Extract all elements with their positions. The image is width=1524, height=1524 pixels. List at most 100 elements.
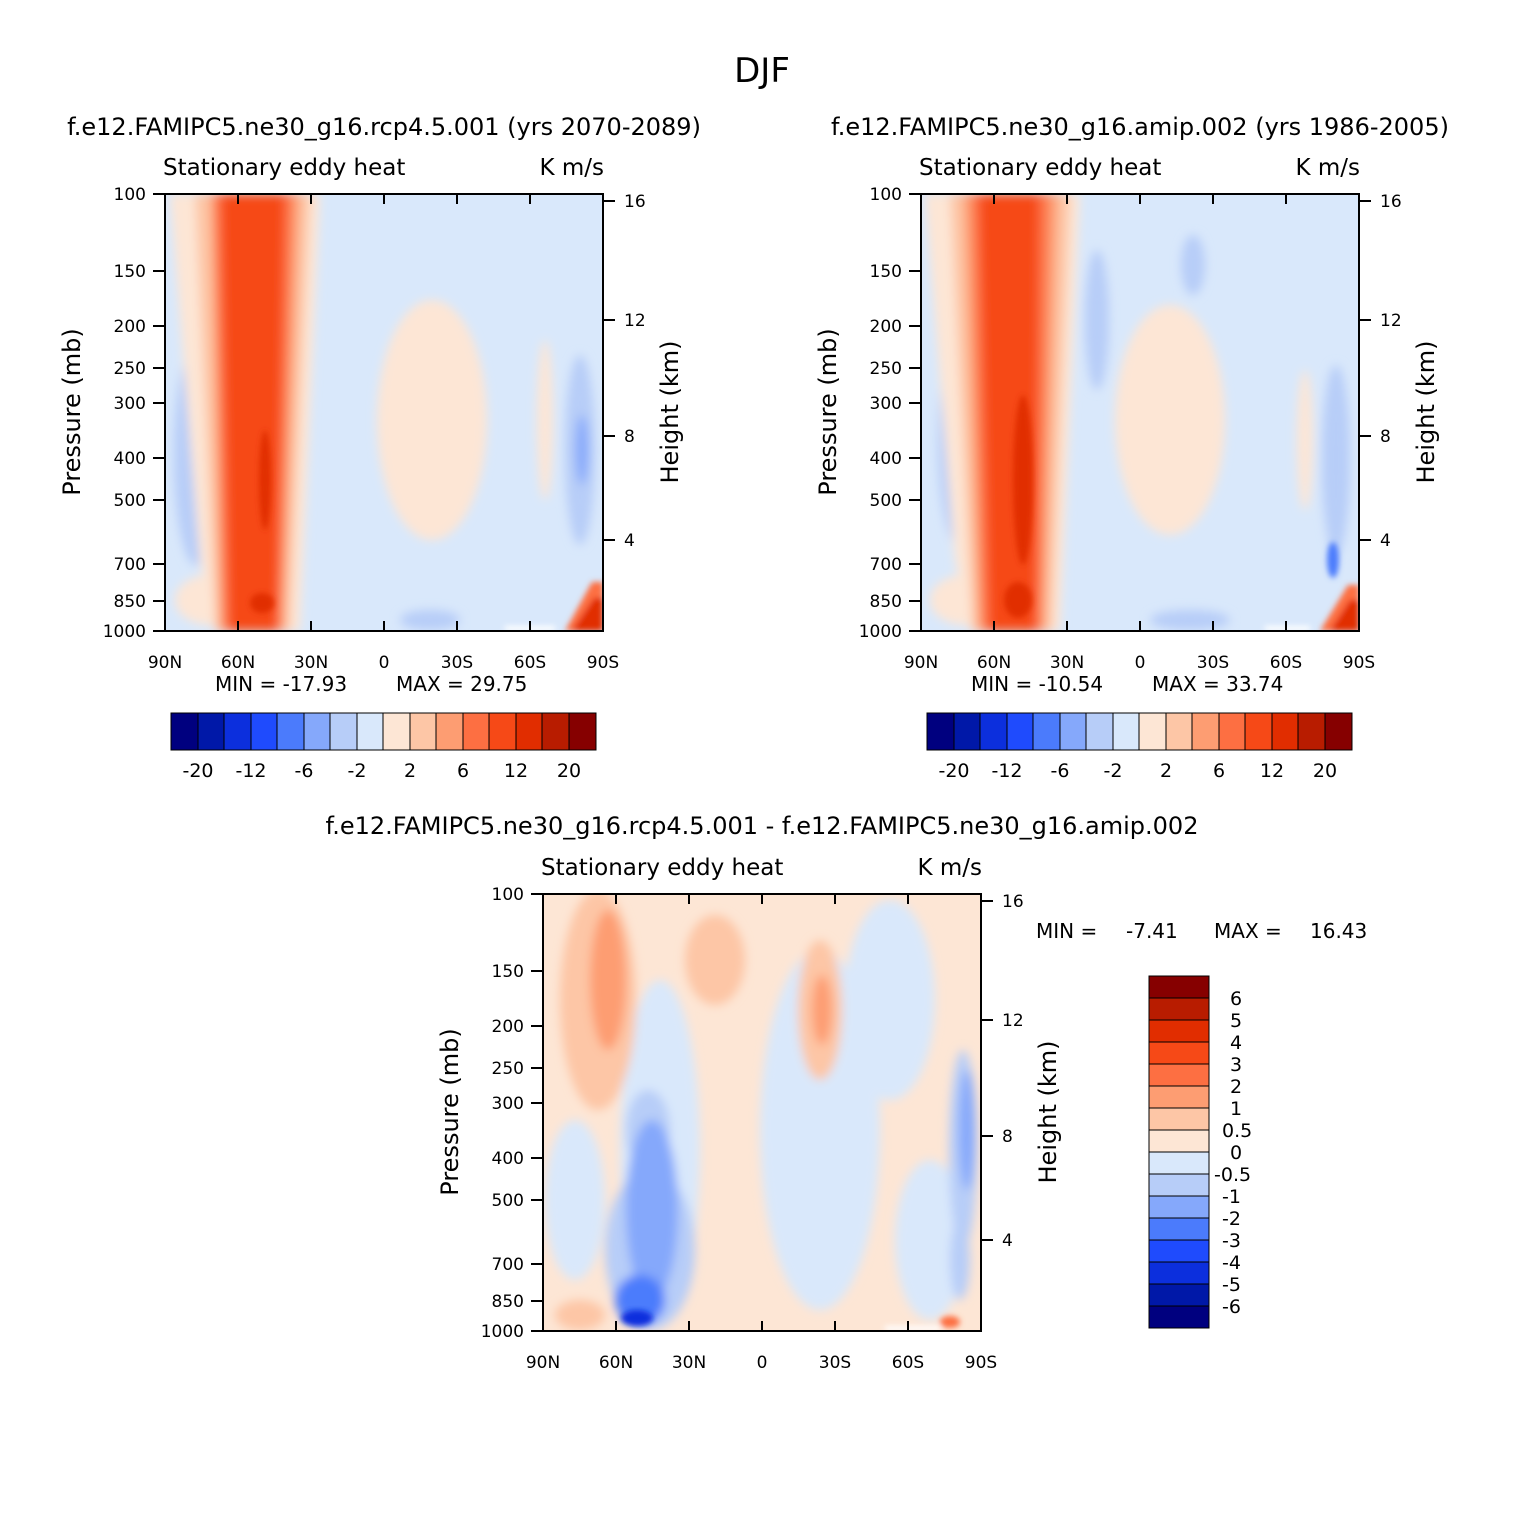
colorbar-labels: 6 5 4 3 2 1 0.5 0 -0.5 -1 -2 -3 -4 -5 -6 (1214, 988, 1252, 1318)
colorbar-label: 1 (1230, 1098, 1242, 1120)
x-tick-label: 90N (526, 1353, 560, 1373)
x-tick-label: 30N (1050, 653, 1084, 673)
y-tick-label: 250 (870, 359, 902, 379)
contour-field (165, 194, 603, 631)
colorbar-label: -2 (348, 760, 367, 782)
panel-left-header: Stationary eddy heat (163, 155, 405, 181)
y-tick-label: 1000 (103, 622, 146, 642)
panel-left-header: Stationary eddy heat (919, 155, 1161, 181)
right-axis-label: Height (km) (656, 341, 684, 484)
y-tick-label: 150 (870, 262, 902, 282)
y-tick-label: 300 (870, 394, 902, 414)
figure-title: DJF (734, 51, 790, 91)
panel-title: f.e12.FAMIPC5.ne30_g16.amip.002 (yrs 198… (831, 113, 1449, 141)
height-tick-label: 4 (1380, 531, 1391, 551)
panel-right-header: K m/s (539, 155, 604, 181)
x-tick-label: 90S (587, 653, 619, 673)
colorbar-label: -4 (1222, 1252, 1241, 1274)
y-tick-label: 400 (492, 1149, 524, 1169)
height-tick-label: 8 (1002, 1127, 1013, 1147)
colorbar-label: -6 (1222, 1296, 1241, 1318)
y-tick-label: 400 (870, 449, 902, 469)
min-label: MIN = (1036, 919, 1097, 943)
colorbar-label: -12 (991, 760, 1022, 782)
height-tick-label: 8 (1380, 427, 1391, 447)
y-tick-label: 150 (492, 962, 524, 982)
y-axis-label: Pressure (mb) (436, 1028, 464, 1195)
axes-ticks (153, 193, 615, 632)
height-tick-label: 12 (1002, 1011, 1024, 1031)
colorbar-label: -2 (1104, 760, 1123, 782)
colorbar-label: 0.5 (1222, 1120, 1252, 1142)
height-tick-label: 4 (624, 531, 635, 551)
x-tick-label: 30N (672, 1353, 706, 1373)
y-tick-label: 1000 (481, 1322, 524, 1342)
x-tick-label: 30S (819, 1353, 851, 1373)
colorbar-label: 12 (504, 760, 528, 782)
x-tick-label: 90S (965, 1353, 997, 1373)
x-tick-label: 60S (1270, 653, 1302, 673)
height-tick-label: 16 (1380, 192, 1402, 212)
panel-title: f.e12.FAMIPC5.ne30_g16.rcp4.5.001 - f.e1… (326, 812, 1199, 840)
min-label: MIN = -17.93 (215, 672, 347, 696)
colorbar-label: 2 (404, 760, 416, 782)
x-tick-labels: 90N 60N 30N 0 30S 60S 90S (526, 1353, 997, 1373)
y-tick-label: 300 (492, 1094, 524, 1114)
panel-left-header: Stationary eddy heat (541, 855, 783, 881)
x-tick-label: 90N (904, 653, 938, 673)
x-tick-label: 90N (148, 653, 182, 673)
x-tick-label: 60N (221, 653, 255, 673)
colorbar-label: 0 (1230, 1142, 1242, 1164)
x-tick-label: 60S (892, 1353, 924, 1373)
y-tick-label: 100 (492, 885, 524, 905)
right-tick-labels: 16 12 8 4 (624, 192, 646, 551)
y-tick-label: 250 (492, 1059, 524, 1079)
panel-right-header: K m/s (1295, 155, 1360, 181)
colorbar-label: 3 (1230, 1054, 1242, 1076)
colorbar-label: -20 (182, 760, 213, 782)
max-value: 16.43 (1310, 919, 1367, 943)
y-tick-label: 500 (114, 491, 146, 511)
axes-ticks (909, 193, 1371, 632)
x-tick-label: 0 (379, 653, 390, 673)
colorbar-label: 20 (557, 760, 581, 782)
y-tick-labels: 100 150 200 250 300 400 500 700 850 1000 (859, 185, 902, 642)
colorbar-label: 2 (1160, 760, 1172, 782)
y-tick-label: 700 (870, 555, 902, 575)
axes-ticks (531, 893, 993, 1332)
panel-difference: f.e12.FAMIPC5.ne30_g16.rcp4.5.001 - f.e1… (326, 812, 1368, 1373)
panel-right-header: K m/s (917, 855, 982, 881)
y-axis-label: Pressure (mb) (814, 328, 842, 495)
x-tick-label: 0 (757, 1353, 768, 1373)
y-tick-label: 500 (492, 1191, 524, 1211)
colorbar-label: -3 (1222, 1230, 1241, 1252)
y-tick-label: 150 (114, 262, 146, 282)
max-label: MAX = 33.74 (1152, 672, 1283, 696)
x-tick-label: 60N (977, 653, 1011, 673)
y-tick-labels: 100 150 200 250 300 400 500 700 850 1000 (481, 885, 524, 1342)
right-tick-labels: 16 12 8 4 (1002, 892, 1024, 1251)
y-tick-labels: 100 150 200 250 300 400 500 700 850 1000 (103, 185, 146, 642)
y-tick-label: 200 (870, 317, 902, 337)
min-label: MIN = -10.54 (971, 672, 1103, 696)
colorbar (170, 712, 597, 751)
max-label: MAX = (1214, 919, 1282, 943)
x-tick-labels: 90N 60N 30N 0 30S 60S 90S (904, 653, 1375, 673)
contour-field (921, 194, 1359, 631)
panel-rcp45: f.e12.FAMIPC5.ne30_g16.rcp4.5.001 (yrs 2… (58, 113, 701, 782)
colorbar-label: 5 (1230, 1010, 1242, 1032)
y-tick-label: 100 (870, 185, 902, 205)
colorbar-label: 4 (1230, 1032, 1242, 1054)
x-tick-label: 30S (1197, 653, 1229, 673)
height-tick-label: 8 (624, 427, 635, 447)
panel-amip: f.e12.FAMIPC5.ne30_g16.amip.002 (yrs 198… (814, 113, 1449, 782)
colorbar-labels: -20 -12 -6 -2 2 6 12 20 (182, 760, 581, 782)
colorbar-vertical (1148, 975, 1210, 1329)
colorbar-label: -6 (1051, 760, 1070, 782)
y-tick-label: 850 (492, 1292, 524, 1312)
colorbar-label: -6 (295, 760, 314, 782)
y-tick-label: 200 (492, 1017, 524, 1037)
y-axis-label: Pressure (mb) (58, 328, 86, 495)
x-tick-label: 0 (1135, 653, 1146, 673)
